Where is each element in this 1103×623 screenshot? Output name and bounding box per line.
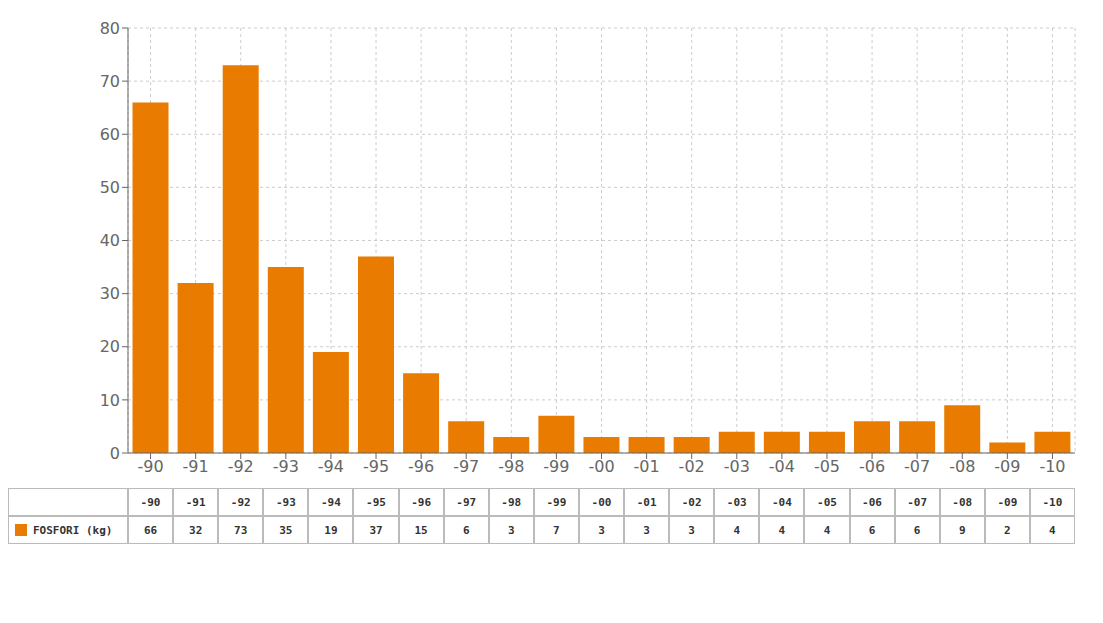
svg-text:-05: -05: [814, 457, 840, 476]
svg-text:-95: -95: [363, 457, 389, 476]
html-text:7: 7: [553, 523, 560, 537]
html-text:-00: -00: [591, 495, 612, 509]
svg-text:-00: -00: [588, 457, 614, 476]
html-text:4: 4: [733, 523, 741, 537]
html-text:9: 9: [958, 523, 966, 537]
html-text:3: 3: [688, 523, 695, 537]
html-text:-90: -90: [140, 495, 161, 509]
svg-text:40: 40: [100, 231, 120, 250]
svg-text:-92: -92: [228, 457, 254, 476]
svg-text:-93: -93: [273, 457, 299, 476]
svg-text:-02: -02: [679, 457, 705, 476]
html-text:6: 6: [913, 523, 921, 537]
html-text:-97: -97: [456, 495, 477, 509]
html-text:15: 15: [414, 523, 428, 537]
svg-text:-96: -96: [408, 457, 434, 476]
html-text:-91: -91: [185, 495, 206, 509]
html-text:-95: -95: [366, 495, 386, 509]
html-text:-08: -08: [952, 495, 973, 509]
html-text:-04: -04: [771, 495, 792, 509]
svg-text:-03: -03: [724, 457, 750, 476]
svg-text:-90: -90: [137, 457, 163, 476]
html-text:73: 73: [234, 523, 248, 537]
svg-text:-04: -04: [769, 457, 795, 476]
html-text:-02: -02: [681, 495, 702, 509]
svg-text:-07: -07: [904, 457, 930, 476]
svg-text:-91: -91: [183, 457, 209, 476]
html-text:66: 66: [143, 523, 158, 537]
svg-text:-10: -10: [1039, 457, 1065, 476]
svg-text:30: 30: [100, 284, 120, 303]
svg-text:-06: -06: [859, 457, 885, 476]
html-text:-03: -03: [726, 495, 747, 509]
html-text:-99: -99: [546, 495, 567, 509]
html-text:6: 6: [868, 523, 876, 537]
svg-text:-99: -99: [543, 457, 569, 476]
svg-text:-97: -97: [453, 457, 479, 476]
html-text:37: 37: [369, 523, 383, 537]
svg-text:80: 80: [100, 19, 120, 38]
html-text:3: 3: [598, 523, 605, 537]
svg-text:-01: -01: [634, 457, 660, 476]
svg-text:20: 20: [100, 337, 120, 356]
html-text:19: 19: [324, 523, 338, 537]
html-text:2: 2: [1004, 523, 1011, 537]
html-text:-10: -10: [1042, 495, 1063, 509]
html-text:4: 4: [778, 523, 786, 537]
svg-text:60: 60: [100, 125, 120, 144]
html-text:3: 3: [643, 523, 650, 537]
html-text:6: 6: [462, 523, 470, 537]
html-text:3: 3: [508, 523, 515, 537]
svg-text:-94: -94: [318, 457, 344, 476]
html-text:4: 4: [1049, 523, 1056, 537]
svg-text:50: 50: [100, 178, 120, 197]
html-text:-92: -92: [230, 495, 251, 509]
html-text:-06: -06: [862, 495, 882, 509]
html-text:-94: -94: [321, 495, 341, 509]
html-text:4: 4: [823, 523, 831, 537]
html-text:32: 32: [189, 523, 203, 537]
svg-text:-09: -09: [994, 457, 1020, 476]
html-text:-98: -98: [501, 495, 522, 509]
html-text:-96: -96: [411, 495, 431, 509]
svg-text:-98: -98: [498, 457, 524, 476]
html-text:FOSFORI (kg): FOSFORI (kg): [33, 523, 113, 537]
html-text:35: 35: [279, 523, 293, 537]
html-text:-05: -05: [817, 495, 837, 509]
svg-text:0: 0: [110, 444, 120, 463]
svg-text:70: 70: [100, 72, 120, 91]
html-text:-93: -93: [275, 495, 296, 509]
html-text:-07: -07: [907, 495, 928, 509]
html-text:-09: -09: [997, 495, 1018, 509]
html-text:-01: -01: [636, 495, 657, 509]
svg-text:10: 10: [100, 391, 120, 410]
svg-text:-08: -08: [949, 457, 975, 476]
